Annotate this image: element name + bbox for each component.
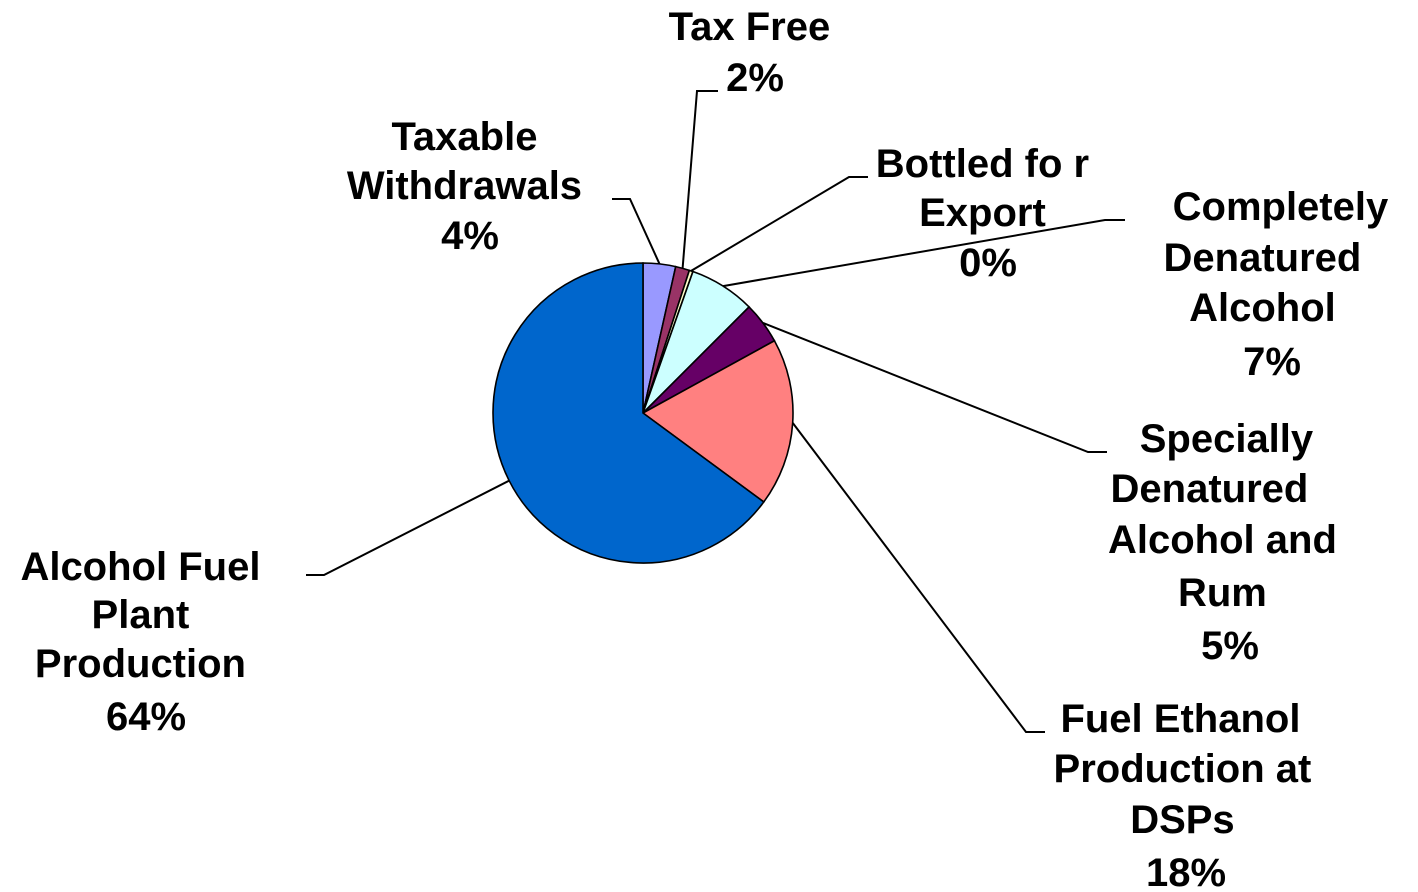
label-dsp: Fuel Ethanol Production at DSPs 18% <box>1054 697 1323 892</box>
percent-afp: 64% <box>106 695 186 739</box>
percent-cda: 7% <box>1243 340 1301 384</box>
leader-sda <box>762 321 1107 453</box>
label-sda: Specially Denatured Alcohol and Rum 5% <box>1108 417 1348 668</box>
leader-dsp <box>791 422 1045 733</box>
label-taxable: Taxable Withdrawals 4% <box>347 115 593 258</box>
slice-afp <box>492 262 765 564</box>
pie-slices <box>492 262 794 564</box>
leader-export <box>690 176 868 272</box>
percent-export: 0% <box>959 241 1017 285</box>
leader-afp <box>306 479 510 576</box>
leader-taxable <box>612 198 661 265</box>
slice-dsp <box>641 339 794 504</box>
label-cda: Completely Denatured Alcohol 7% <box>1164 185 1400 384</box>
percent-taxfree: 2% <box>726 56 784 100</box>
label-taxfree: Tax Free 2% <box>669 5 842 100</box>
leader-lines <box>306 90 1125 733</box>
leader-taxfree <box>681 90 718 269</box>
label-export: Bottled fo r Export 0% <box>876 142 1100 285</box>
percent-dsp: 18% <box>1146 851 1226 892</box>
slice-labels: Taxable Withdrawals 4% Tax Free 2% Bottl… <box>20 5 1400 892</box>
leader-cda <box>722 219 1125 288</box>
percent-taxable: 4% <box>441 214 499 258</box>
percent-sda: 5% <box>1201 624 1259 668</box>
label-afp: Alcohol Fuel Plant Production 64% <box>20 545 271 739</box>
